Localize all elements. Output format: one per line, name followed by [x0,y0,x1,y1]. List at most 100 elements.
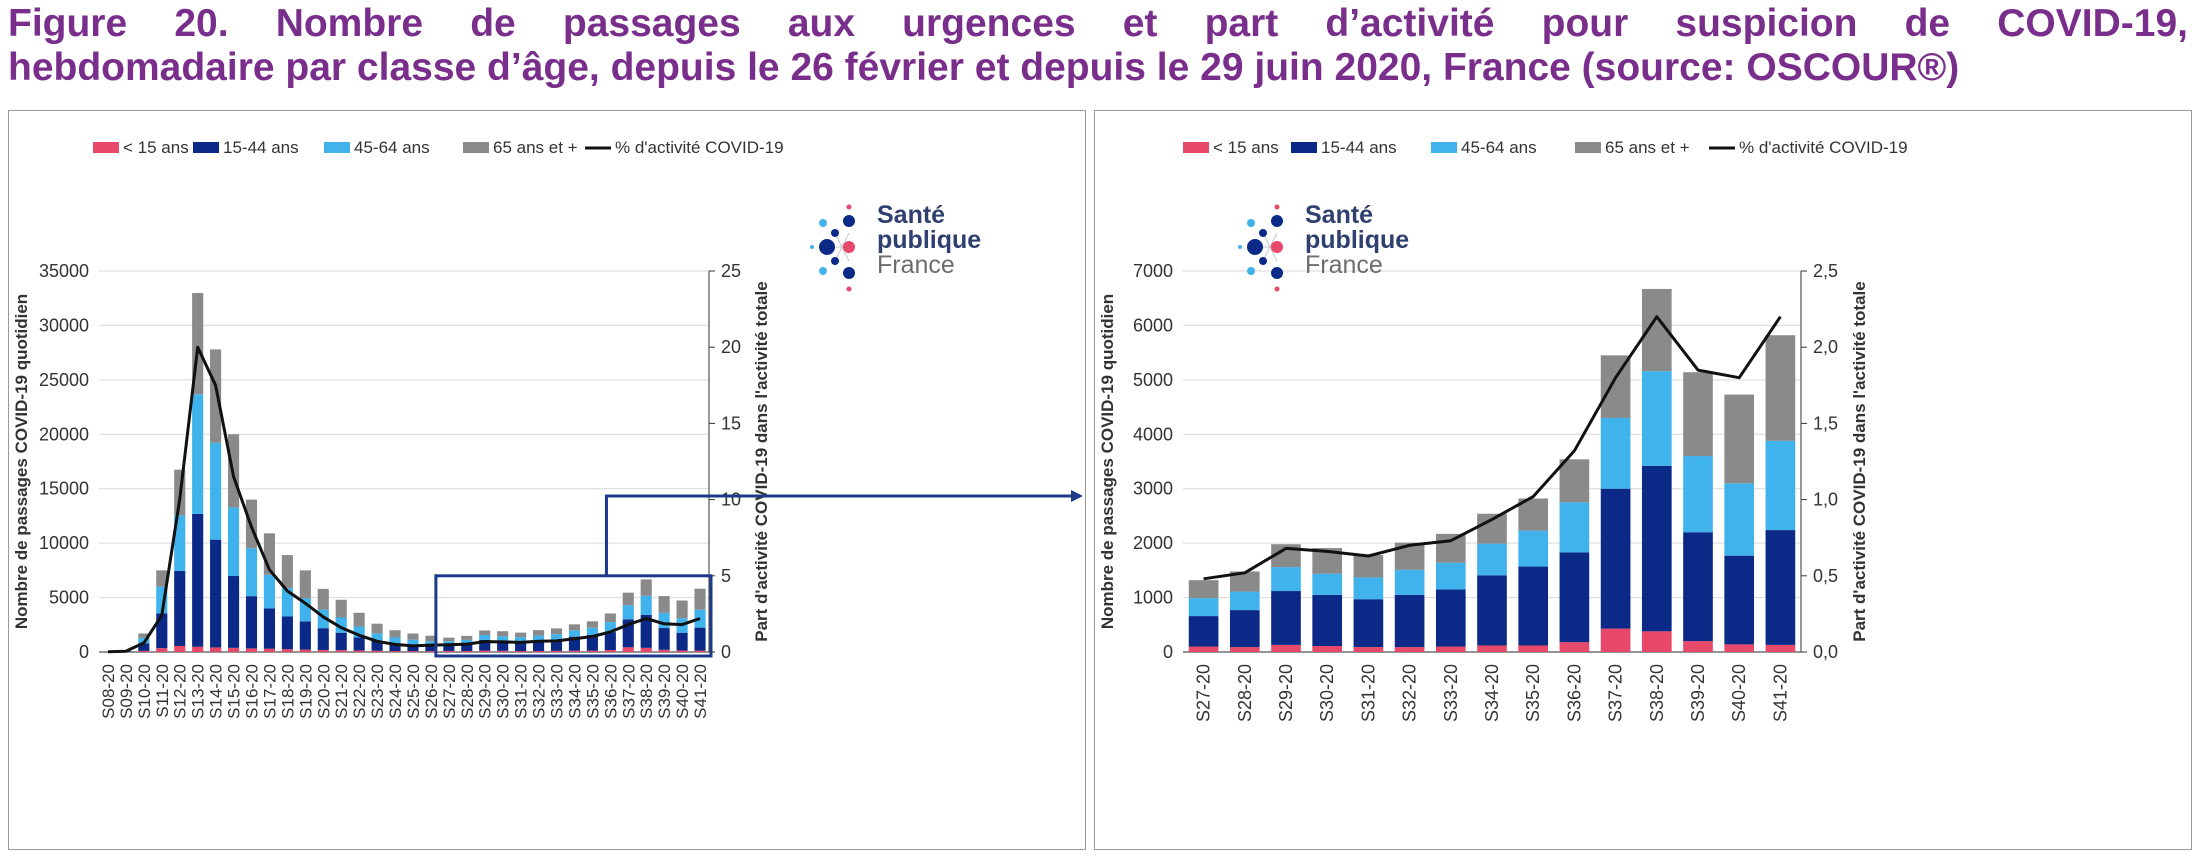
x-tick-label: S32-20 [530,664,549,719]
y2-tick-label: 5 [721,566,731,586]
bar-15-ans-s30-20 [1312,646,1343,652]
bar-15-44-ans-s33-20 [550,639,563,651]
bar-15-44-ans-s27-20 [1188,616,1219,647]
bar-15-44-ans-s37-20 [622,619,634,648]
bar-15-ans-s35-20 [586,650,598,652]
bar-65-ans-et-s19-20 [299,570,311,599]
bar-65-ans-et-s35-20 [586,621,598,628]
bar-15-ans-s34-20 [1477,645,1507,652]
bar-15-ans-s11-20 [156,648,168,652]
bar-45-64-ans-s24-20 [389,637,401,644]
line-series-pct-activite [1203,315,1782,581]
legend-swatch-45-64-ans [324,142,350,153]
bar-15-44-ans-s40-20 [676,632,688,651]
bar-65-ans-et-s21-20 [335,599,347,618]
bar-45-64-ans-s35-20 [586,627,598,635]
x-tick-label: S36-20 [1564,664,1584,722]
bar-45-64-ans-s32-20 [532,635,545,641]
bar-65-ans-et-s40-20 [676,600,688,619]
x-tick-label: S14-20 [207,664,226,719]
bar-15-ans-s41-20 [1765,644,1796,652]
x-tick-label: S20-20 [314,664,333,719]
bar-65-ans-et-s10-20 [138,633,150,638]
bar-65-ans-et-s34-20 [568,624,581,631]
legend-label-d-activit-covid-19: % d'activité COVID-19 [1739,138,1908,157]
bar-15-44-ans-s34-20 [568,636,581,651]
logo-line-2: publique [877,226,982,254]
bar-15-ans-s22-20 [353,650,365,652]
bar-15-44-ans-s33-20 [1435,589,1466,647]
x-tick-label: S31-20 [1358,664,1378,722]
bar-65-ans-et-s30-20 [497,631,509,637]
bar-65-ans-et-s38-20 [640,579,652,596]
bar-15-44-ans-s10-20 [138,643,150,651]
bar-45-64-ans-s32-20 [1394,569,1425,595]
x-tick-label: S34-20 [1482,664,1502,722]
bar-15-ans-s24-20 [389,651,401,652]
y2-tick-label: 10 [721,490,741,510]
y2-tick-label: 20 [721,337,741,357]
bar-15-ans-s39-20 [1683,641,1713,652]
bar-65-ans-et-s40-20 [1724,394,1755,484]
x-tick-label: S40-20 [1729,664,1749,722]
bar-15-44-ans-s22-20 [353,637,365,651]
bar-15-44-ans-s39-20 [1683,532,1713,642]
y-axis-title: Nombre de passages COVID-19 quotidien [1098,294,1117,629]
y-tick-label: 6000 [1133,315,1173,335]
sante-publique-logo-icon [810,204,855,292]
bar-15-44-ans-s27-20 [443,644,455,651]
bar-15-44-ans-s18-20 [281,616,293,650]
x-tick-label: S08-20 [99,664,118,719]
x-tick-label: S39-20 [655,664,674,719]
bar-65-ans-et-s29-20 [479,630,491,636]
x-tick-label: S27-20 [1194,664,1214,722]
bar-15-44-ans-s36-20 [1559,552,1590,643]
bar-45-64-ans-s16-20 [245,548,258,597]
bar-15-ans-s25-20 [407,651,419,652]
bar-15-44-ans-s40-20 [1724,555,1755,645]
bar-15-44-ans-s32-20 [1394,594,1425,648]
y2-axis-title: Part d'activité COVID-19 dans l'activité… [752,281,771,641]
bar-45-64-ans-s39-20 [1683,456,1713,533]
bar-45-64-ans-s17-20 [263,574,276,609]
y-tick-label: 5000 [1133,370,1173,390]
chart-right-svg: 0 1000 2000 3000 4000 5000 6000 7000 0,0 0,5 1,0 1,… [1098,138,1908,722]
bar-65-ans-et-s22-20 [353,612,365,627]
bar-15-44-ans-s39-20 [658,628,670,650]
chart-left-svg: 0 5000 10000 15000 20000 25000 30000 35000 0 5 10 1… [12,138,1083,719]
x-tick-label: S30-20 [494,664,513,719]
bar-45-64-ans-s36-20 [604,622,616,633]
bar-15-44-ans-s24-20 [389,643,401,652]
legend-swatch-15-ans [1183,142,1209,153]
bar-15-ans-s20-20 [317,649,329,652]
x-tick-label: S38-20 [637,664,656,719]
y2-tick-label: 1,0 [1813,490,1838,510]
y-tick-label: 20000 [39,424,89,444]
x-tick-label: S34-20 [565,664,584,719]
logo-line-2: publique [1305,226,1410,254]
bar-15-44-ans-s29-20 [479,639,491,651]
x-tick-label: S22-20 [350,664,369,719]
bar-15-ans-s28-20 [461,651,473,652]
y2-tick-label: 2,5 [1813,261,1838,281]
chart-body: 0 5000 10000 15000 20000 25000 30000 35000 0 5 10 1… [12,138,784,719]
x-tick-label: S33-20 [548,664,567,719]
bar-45-64-ans-s38-20 [1641,371,1672,466]
y-tick-label: 30000 [39,315,89,335]
bar-65-ans-et-s36-20 [1559,459,1590,503]
x-tick-label: S12-20 [171,664,190,719]
bar-15-ans-s19-20 [299,649,311,652]
bar-15-ans-s40-20 [1724,644,1755,652]
bar-15-44-ans-s34-20 [1477,575,1507,646]
y2-axis-title: Part d'activité COVID-19 dans l'activité… [1850,281,1869,641]
bar-45-64-ans-s19-20 [299,598,311,622]
line-series-pct-activite [107,345,701,654]
bar-15-ans-s14-20 [210,647,222,652]
bar-15-44-ans-s20-20 [317,628,329,650]
bar-15-44-ans-s12-20 [174,570,186,647]
bar-15-ans-s32-20 [532,651,545,652]
bar-45-64-ans-s15-20 [227,507,240,577]
legend-swatch-15-44-ans [193,142,219,153]
bar-15-ans-s16-20 [245,648,258,652]
bar-45-64-ans-s23-20 [371,633,383,642]
